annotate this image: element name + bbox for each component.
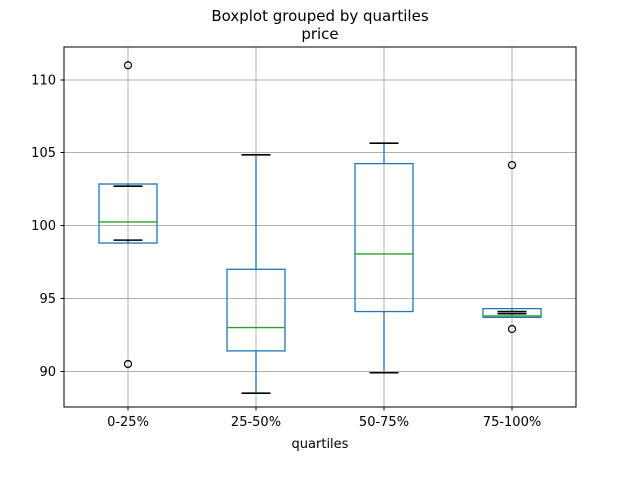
box-group-50-75% — [354, 142, 414, 374]
x-tick-label: 50-75% — [359, 415, 409, 430]
box — [482, 307, 542, 319]
box-group-0-25% — [98, 61, 158, 369]
outlier-point — [123, 61, 133, 70]
axes-title: price — [301, 25, 339, 43]
plot-border — [63, 46, 577, 408]
y-tick-label: 95 — [39, 292, 56, 307]
figure-suptitle: Boxplot grouped by quartiles — [211, 7, 429, 25]
box — [354, 162, 414, 313]
y-tick-label: 110 — [31, 73, 56, 88]
outlier-point — [507, 160, 517, 170]
box-group-75-100% — [482, 160, 542, 334]
y-tick-label: 90 — [39, 365, 56, 380]
box — [226, 268, 286, 352]
outlier-point — [507, 324, 517, 334]
outlier-point — [123, 359, 133, 369]
y-tick-label: 100 — [31, 219, 56, 234]
x-axis-label: quartiles — [291, 437, 349, 452]
x-tick-label: 0-25% — [107, 415, 149, 430]
x-tick-label: 25-50% — [231, 415, 281, 430]
box — [98, 183, 158, 244]
y-tick-label: 105 — [31, 146, 56, 161]
box-group-25-50% — [226, 154, 286, 394]
x-tick-label: 75-100% — [483, 415, 541, 430]
